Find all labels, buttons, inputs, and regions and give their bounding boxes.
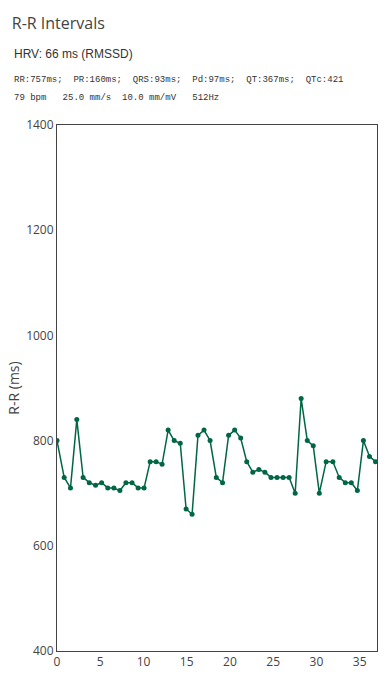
svg-text:30: 30 [310,653,324,670]
svg-text:0: 0 [54,653,61,670]
svg-text:400: 400 [33,642,54,659]
svg-text:600: 600 [33,537,54,554]
svg-text:1000: 1000 [26,327,54,344]
svg-text:1200: 1200 [26,221,54,238]
svg-text:25: 25 [266,653,280,670]
svg-text:5: 5 [97,653,104,670]
svg-text:20: 20 [223,653,237,670]
svg-text:800: 800 [33,432,54,449]
svg-text:10: 10 [137,653,151,670]
svg-text:35: 35 [353,653,367,670]
svg-text:R-R Intervals: R-R Intervals [12,12,105,34]
svg-text:HRV: 66 ms (RMSSD): HRV: 66 ms (RMSSD) [14,47,133,61]
svg-text:79 bpm 25.0 mm/s 10.0 mm/mV: 79 bpm 25.0 mm/s 10.0 mm/mV 512Hz [14,93,219,103]
svg-text:RR:757ms; PR:160ms; QRS:93ms: RR:757ms; PR:160ms; QRS:93ms; Pd:97ms; Q… [14,75,343,85]
svg-text:15: 15 [180,653,194,670]
svg-text:R-R (ms): R-R (ms) [4,361,23,414]
svg-text:1400: 1400 [26,116,54,133]
